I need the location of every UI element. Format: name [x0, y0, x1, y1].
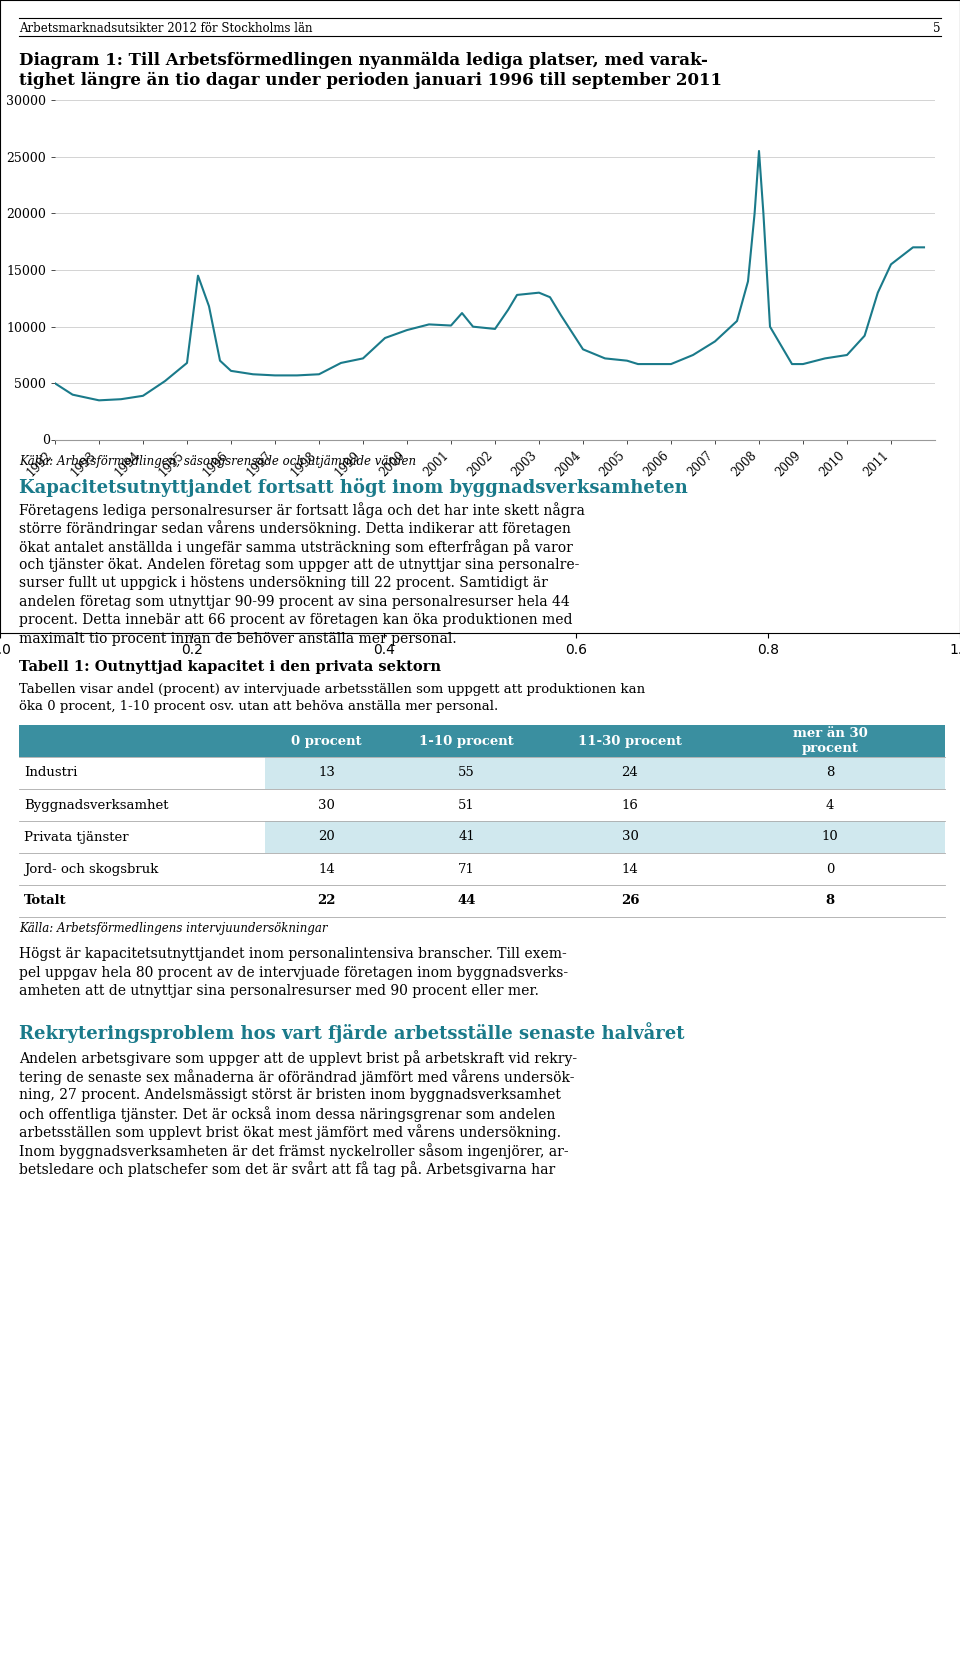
Text: 30: 30	[621, 830, 638, 844]
Text: 1-10 procent: 1-10 procent	[420, 735, 514, 747]
Text: Jord- och skogsbruk: Jord- och skogsbruk	[24, 862, 158, 875]
Text: 30: 30	[318, 798, 335, 812]
Text: procent. Detta innebär att 66 procent av företagen kan öka produktionen med: procent. Detta innebär att 66 procent av…	[19, 613, 573, 627]
Text: betsledare och platschefer som det är svårt att få tag på. Arbetsgivarna har: betsledare och platschefer som det är sv…	[19, 1162, 556, 1177]
Text: 26: 26	[621, 895, 639, 907]
Text: Industri: Industri	[24, 767, 78, 780]
Text: 71: 71	[458, 862, 475, 875]
Text: Rekryteringsproblem hos vart fjärde arbetsställe senaste halvåret: Rekryteringsproblem hos vart fjärde arbe…	[19, 1022, 684, 1044]
Text: Källa: Arbetsförmedlingens intervjuundersökningar: Källa: Arbetsförmedlingens intervjuunder…	[19, 922, 327, 935]
Text: 8: 8	[826, 767, 834, 780]
Text: tering de senaste sex månaderna är oförändrad jämfört med vårens undersök-: tering de senaste sex månaderna är oförä…	[19, 1069, 575, 1085]
Text: Byggnadsverksamhet: Byggnadsverksamhet	[24, 798, 169, 812]
Text: 5: 5	[933, 22, 941, 35]
Text: Tabellen visar andel (procent) av intervjuade arbetsställen som uppgett att prod: Tabellen visar andel (procent) av interv…	[19, 683, 645, 697]
Text: 41: 41	[458, 830, 475, 844]
Text: 44: 44	[457, 895, 476, 907]
Text: 11-30 procent: 11-30 procent	[578, 735, 682, 747]
Text: mer än 30
procent: mer än 30 procent	[793, 727, 868, 755]
Text: tighet längre än tio dagar under perioden januari 1996 till september 2011: tighet längre än tio dagar under periode…	[19, 72, 722, 88]
Text: och offentliga tjänster. Det är också inom dessa näringsgrenar som andelen: och offentliga tjänster. Det är också in…	[19, 1105, 556, 1122]
Text: 24: 24	[622, 767, 638, 780]
Text: Diagram 1: Till Arbetsförmedlingen nyanmälda lediga platser, med varak-: Diagram 1: Till Arbetsförmedlingen nyanm…	[19, 52, 708, 68]
Text: 14: 14	[318, 862, 335, 875]
Text: 8: 8	[826, 895, 834, 907]
Text: 20: 20	[318, 830, 335, 844]
Text: 55: 55	[458, 767, 475, 780]
Text: Privata tjänster: Privata tjänster	[24, 830, 129, 844]
Text: 4: 4	[826, 798, 834, 812]
Text: och tjänster ökat. Andelen företag som uppger att de utnyttjar sina personalre-: och tjänster ökat. Andelen företag som u…	[19, 557, 580, 572]
Text: ning, 27 procent. Andelsmässigt störst är bristen inom byggnadsverksamhet: ning, 27 procent. Andelsmässigt störst ä…	[19, 1087, 561, 1102]
Text: Tabell 1: Outnyttjad kapacitet i den privata sektorn: Tabell 1: Outnyttjad kapacitet i den pri…	[19, 660, 442, 673]
Text: surser fullt ut uppgick i höstens undersökning till 22 procent. Samtidigt är: surser fullt ut uppgick i höstens unders…	[19, 577, 548, 590]
Text: pel uppgav hela 80 procent av de intervjuade företagen inom byggnadsverks-: pel uppgav hela 80 procent av de intervj…	[19, 965, 568, 980]
Text: 22: 22	[317, 895, 336, 907]
Text: Källa: Arbetsförmedlingen, säsongsrensade och utjämnade värden: Källa: Arbetsförmedlingen, säsongsrensad…	[19, 455, 417, 468]
Text: 10: 10	[822, 830, 838, 844]
Text: Inom byggnadsverksamheten är det främst nyckelroller såsom ingenjörer, ar-: Inom byggnadsverksamheten är det främst …	[19, 1144, 569, 1159]
Text: andelen företag som utnyttjar 90-99 procent av sina personalresurser hela 44: andelen företag som utnyttjar 90-99 proc…	[19, 595, 570, 608]
Text: Kapacitetsutnyttjandet fortsatt högt inom byggnadsverksamheten: Kapacitetsutnyttjandet fortsatt högt ino…	[19, 478, 688, 497]
Text: 14: 14	[622, 862, 638, 875]
Text: arbetsställen som upplevt brist ökat mest jämfört med vårens undersökning.: arbetsställen som upplevt brist ökat mes…	[19, 1125, 562, 1140]
Text: maximalt tio procent innan de behöver anställa mer personal.: maximalt tio procent innan de behöver an…	[19, 632, 457, 645]
Text: 51: 51	[458, 798, 475, 812]
Text: ökat antalet anställda i ungefär samma utsträckning som efterfrågan på varor: ökat antalet anställda i ungefär samma u…	[19, 538, 573, 555]
Text: 16: 16	[621, 798, 638, 812]
Text: större förändringar sedan vårens undersökning. Detta indikerar att företagen: större förändringar sedan vårens undersö…	[19, 520, 571, 537]
Text: 0: 0	[826, 862, 834, 875]
Text: Företagens lediga personalresurser är fortsatt låga och det har inte skett några: Företagens lediga personalresurser är fo…	[19, 502, 585, 518]
Text: Totalt: Totalt	[24, 895, 66, 907]
Text: 13: 13	[318, 767, 335, 780]
Text: 0: 0	[42, 433, 51, 447]
Text: Högst är kapacitetsutnyttjandet inom personalintensiva branscher. Till exem-: Högst är kapacitetsutnyttjandet inom per…	[19, 947, 567, 960]
Text: Arbetsmarknadsutsikter 2012 för Stockholms län: Arbetsmarknadsutsikter 2012 för Stockhol…	[19, 22, 313, 35]
Text: Andelen arbetsgivare som uppger att de upplevt brist på arbetskraft vid rekry-: Andelen arbetsgivare som uppger att de u…	[19, 1050, 577, 1067]
Text: 0 procent: 0 procent	[291, 735, 362, 747]
Text: amheten att de utnyttjar sina personalresurser med 90 procent eller mer.: amheten att de utnyttjar sina personalre…	[19, 984, 540, 999]
Text: öka 0 procent, 1-10 procent osv. utan att behöva anställa mer personal.: öka 0 procent, 1-10 procent osv. utan at…	[19, 700, 498, 713]
